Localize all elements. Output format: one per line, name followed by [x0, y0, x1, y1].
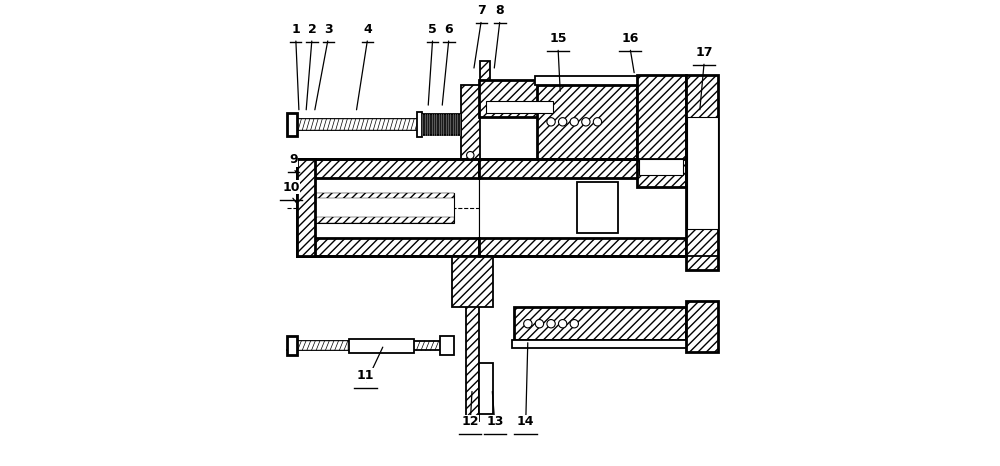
- Text: 17: 17: [695, 46, 713, 59]
- Circle shape: [467, 151, 474, 159]
- Circle shape: [547, 117, 555, 126]
- Text: 14: 14: [517, 415, 534, 428]
- Bar: [461, 85, 480, 164]
- Bar: [687, 117, 718, 229]
- Text: 12: 12: [461, 415, 479, 428]
- Bar: [452, 256, 493, 308]
- Text: 4: 4: [363, 23, 372, 36]
- Bar: [537, 85, 637, 159]
- Bar: [287, 336, 297, 355]
- Bar: [479, 80, 558, 117]
- Bar: [480, 62, 490, 80]
- Bar: [686, 301, 718, 351]
- Bar: [639, 159, 683, 175]
- Circle shape: [524, 320, 532, 328]
- Text: 5: 5: [428, 23, 437, 36]
- Text: 2: 2: [308, 23, 316, 36]
- Text: 10: 10: [282, 181, 300, 194]
- Bar: [637, 75, 686, 187]
- Bar: [297, 159, 315, 256]
- Bar: [479, 363, 493, 414]
- Circle shape: [558, 320, 567, 328]
- Bar: [315, 192, 454, 223]
- Bar: [514, 308, 686, 340]
- Bar: [479, 178, 686, 238]
- Bar: [297, 159, 479, 178]
- Bar: [486, 101, 553, 112]
- Bar: [479, 238, 686, 256]
- Text: 13: 13: [487, 415, 504, 428]
- Text: 8: 8: [496, 4, 504, 17]
- Bar: [297, 119, 421, 130]
- Bar: [535, 76, 639, 85]
- Text: 1: 1: [291, 23, 300, 36]
- Text: 6: 6: [445, 23, 453, 36]
- Text: 16: 16: [621, 32, 639, 45]
- Text: 11: 11: [357, 369, 374, 382]
- Circle shape: [593, 117, 602, 126]
- Bar: [315, 192, 454, 198]
- Text: 3: 3: [324, 23, 333, 36]
- Bar: [417, 112, 422, 137]
- Circle shape: [558, 117, 567, 126]
- Text: 9: 9: [289, 153, 298, 166]
- Bar: [466, 256, 479, 421]
- Bar: [479, 159, 686, 178]
- Bar: [349, 339, 414, 352]
- Text: 7: 7: [477, 4, 486, 17]
- Circle shape: [535, 320, 544, 328]
- Bar: [297, 341, 348, 350]
- Bar: [287, 113, 297, 136]
- Bar: [314, 178, 479, 238]
- Bar: [297, 238, 479, 256]
- Circle shape: [570, 320, 578, 328]
- Bar: [577, 182, 618, 233]
- Bar: [440, 336, 454, 355]
- Bar: [686, 75, 718, 270]
- Bar: [315, 217, 454, 223]
- Bar: [512, 340, 688, 348]
- Circle shape: [547, 320, 555, 328]
- Circle shape: [582, 117, 590, 126]
- Text: 15: 15: [549, 32, 567, 45]
- Bar: [421, 114, 461, 135]
- Circle shape: [570, 117, 578, 126]
